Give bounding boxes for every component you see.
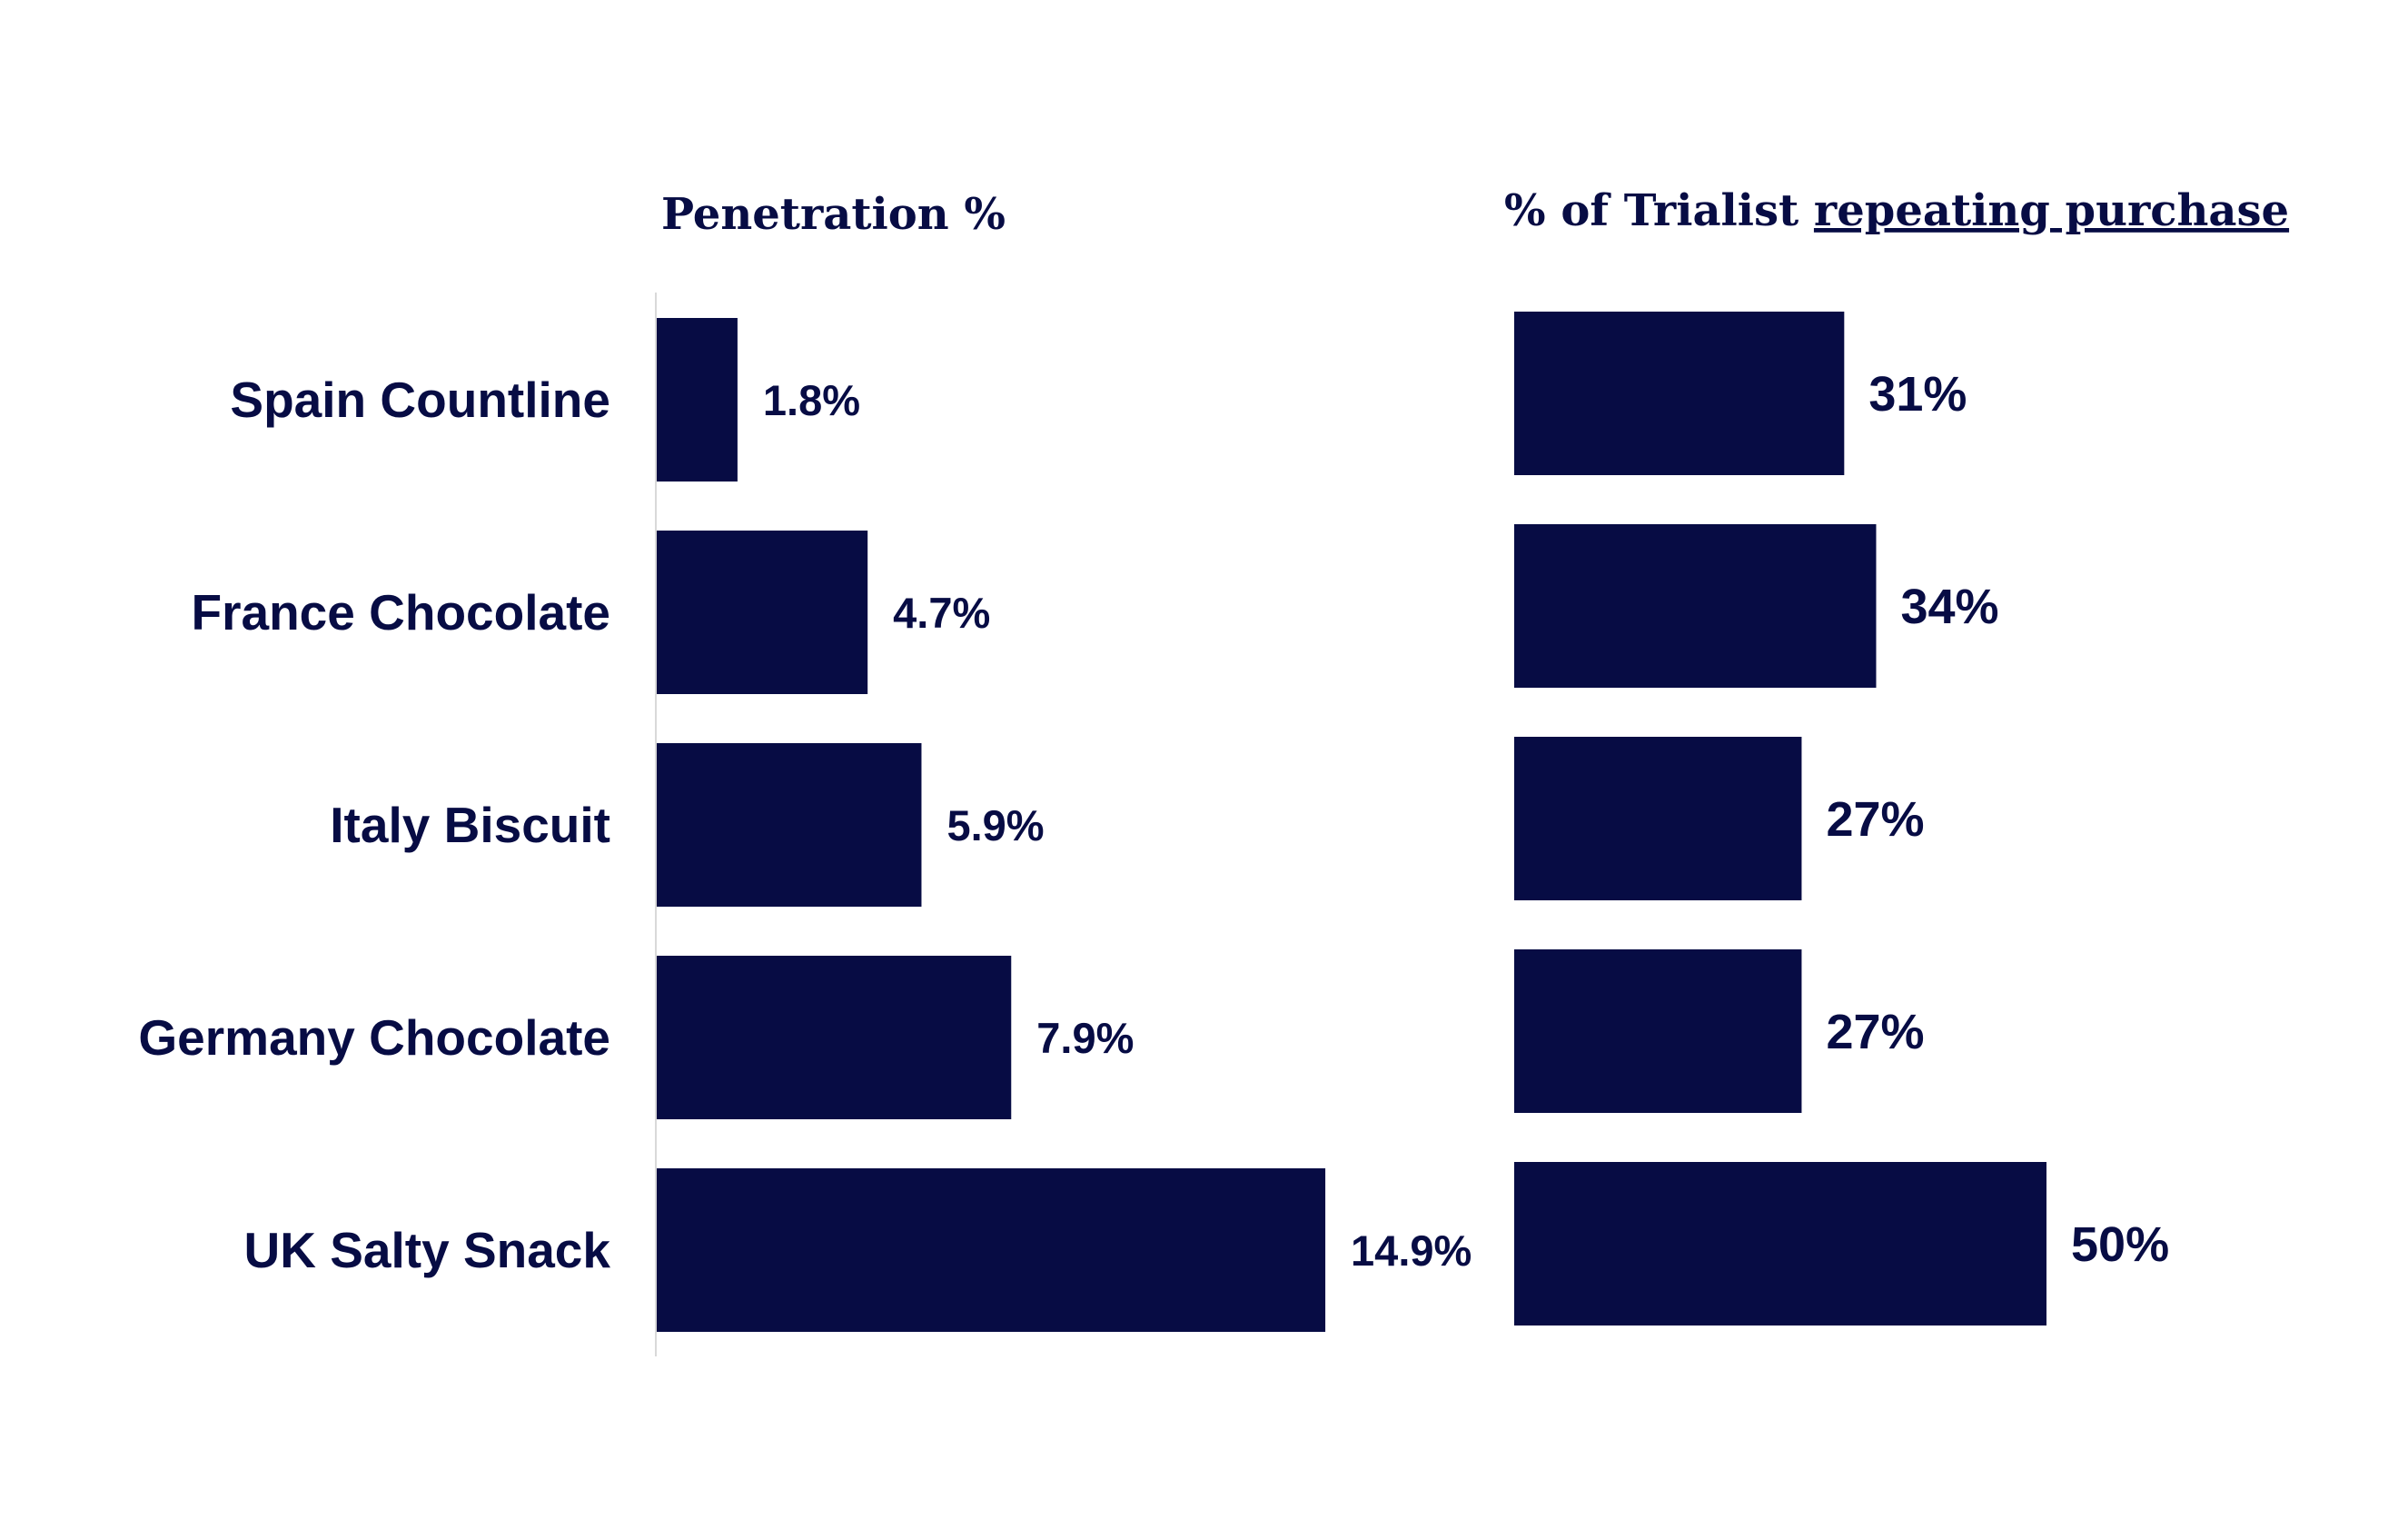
penetration-value-italy-biscuit: 5.9% <box>946 801 1044 849</box>
repeat-value-spain-countline: 31% <box>1868 367 1967 422</box>
repeat-value-france-chocolate: 34% <box>1900 580 1998 634</box>
category-label-germany-chocolate: Germany Chocolate <box>138 1009 610 1066</box>
repeat-value-germany-chocolate: 27% <box>1826 1005 1924 1059</box>
repeat-bar-italy-biscuit <box>1514 737 1802 900</box>
penetration-value-spain-countline: 1.8% <box>763 376 860 424</box>
category-label-spain-countline: Spain Countline <box>230 372 610 428</box>
repeat-bar-france-chocolate <box>1514 524 1877 688</box>
penetration-bar-italy-biscuit <box>657 743 922 907</box>
repeat-purchase-title-underlined: repeating purchase <box>1814 185 2289 236</box>
repeat-bar-germany-chocolate <box>1514 949 1802 1113</box>
category-label-france-chocolate: France Chocolate <box>191 584 610 640</box>
repeat-value-uk-salty-snack: 50% <box>2071 1217 2169 1272</box>
repeat-purchase-title-plain: % of Trialist <box>1504 185 1814 236</box>
repeat-bar-uk-salty-snack <box>1514 1162 2046 1325</box>
penetration-bar-germany-chocolate <box>657 956 1012 1119</box>
repeat-bar-spain-countline <box>1514 312 1845 475</box>
penetration-bar-uk-salty-snack <box>657 1168 1326 1332</box>
repeat-purchase-title: % of Trialist repeating purchase <box>1504 185 2289 236</box>
penetration-bar-france-chocolate <box>657 531 868 694</box>
penetration-title: Penetration % <box>661 189 1006 240</box>
chart-marks: Spain Countline 1.8% France Chocolate 4.7% I… <box>138 312 2169 1332</box>
penetration-value-uk-salty-snack: 14.9% <box>1351 1226 1472 1275</box>
repeat-value-italy-biscuit: 27% <box>1826 792 1924 847</box>
category-label-uk-salty-snack: UK Salty Snack <box>243 1222 610 1278</box>
category-label-italy-biscuit: Italy Biscuit <box>330 797 610 853</box>
penetration-value-france-chocolate: 4.7% <box>893 589 990 637</box>
penetration-bar-spain-countline <box>657 318 738 482</box>
penetration-value-germany-chocolate: 7.9% <box>1036 1014 1134 1062</box>
